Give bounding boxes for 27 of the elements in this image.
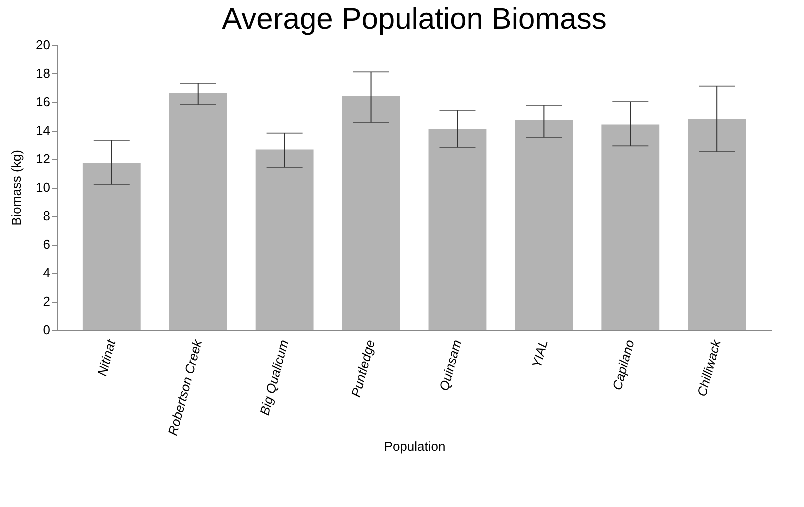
x-tick-label: Big Qualicum [257,338,292,417]
y-tick-label: 8 [43,208,50,224]
y-tick-label: 12 [36,152,50,166]
bar [428,129,487,330]
bar [688,119,746,330]
y-tick-label: 4 [43,266,50,280]
chart-title: Average Population Biomass [222,3,607,36]
y-tick-label: 0 [43,322,50,338]
x-axis-title: Population [384,439,446,454]
bar [256,150,314,330]
x-tick-label: YIAL [529,338,551,370]
y-tick-label: 18 [36,66,50,81]
y-tick-label: 14 [36,123,50,138]
bar [515,120,574,330]
y-tick-label: 20 [36,38,50,52]
x-tick-label: Quinsam [436,338,465,393]
bar [169,93,228,330]
bar [342,96,400,330]
x-tick-label: Capilano [610,338,638,392]
y-tick-label: 6 [43,237,50,252]
bar [82,163,141,330]
y-tick-label: 10 [36,180,50,195]
y-tick-label: 16 [36,94,50,110]
x-tick-label: Nitinat [94,337,120,378]
y-tick-label: 2 [43,294,50,309]
bar [602,124,660,330]
y-axis-title: Biomass (kg) [9,150,24,226]
